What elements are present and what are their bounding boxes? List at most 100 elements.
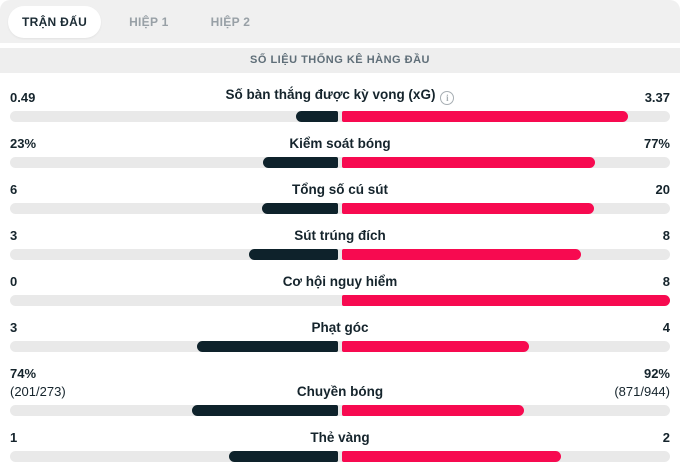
stat-row: 3 Sút trúng đích 8 <box>10 228 670 260</box>
home-value-main: 3 <box>10 228 18 243</box>
stat-row: 23% Kiểm soát bóng 77% <box>10 136 670 168</box>
away-value: 77% <box>598 136 670 151</box>
away-value-main: 2 <box>662 430 670 445</box>
stat-label-wrap: Kiểm soát bóng <box>82 136 598 151</box>
away-bar-segment <box>342 341 530 352</box>
away-bar-segment <box>342 203 595 214</box>
away-bar-segment <box>342 295 670 306</box>
home-value-main: 1 <box>10 430 18 445</box>
stat-bar <box>10 111 670 122</box>
home-value: 74% (201/273) <box>10 366 82 399</box>
home-value-detail: (201/273) <box>10 384 66 399</box>
away-bar-half <box>340 341 670 352</box>
stat-text-line: 0.49 Số bàn thắng được kỳ vọng (xG) i 3.3… <box>10 87 670 105</box>
away-value-main: 92% <box>643 366 670 381</box>
away-bar-half <box>340 249 670 260</box>
stat-bar <box>10 341 670 352</box>
home-bar-half <box>10 203 340 214</box>
away-value-main: 3.37 <box>644 90 670 105</box>
stats-list: 0.49 Số bàn thắng được kỳ vọng (xG) i 3.3… <box>0 87 680 462</box>
home-value: 3 <box>10 320 82 335</box>
stat-text-line: 3 Phạt góc 4 <box>10 320 670 335</box>
stat-label: Sút trúng đích <box>294 228 386 243</box>
stat-bar <box>10 451 670 462</box>
away-value: 8 <box>598 228 670 243</box>
stat-bar <box>10 405 670 416</box>
divider <box>0 43 680 48</box>
home-value-main: 74% <box>10 366 37 381</box>
away-bar-half <box>340 295 670 306</box>
away-value: 92% (871/944) <box>598 366 670 399</box>
home-bar-half <box>10 249 340 260</box>
home-bar-half <box>10 157 340 168</box>
home-value: 3 <box>10 228 82 243</box>
home-value: 0 <box>10 274 82 289</box>
home-value-main: 23% <box>10 136 37 151</box>
stat-bar <box>10 203 670 214</box>
home-bar-segment <box>296 111 338 122</box>
stat-row: 74% (201/273) Chuyền bóng 92% (871/944) <box>10 366 670 416</box>
home-bar-half <box>10 295 340 306</box>
home-bar-half <box>10 111 340 122</box>
home-value-main: 3 <box>10 320 18 335</box>
away-value-main: 4 <box>662 320 670 335</box>
home-bar-segment <box>197 341 338 352</box>
away-value: 20 <box>598 182 670 197</box>
stat-row: 0.49 Số bàn thắng được kỳ vọng (xG) i 3.3… <box>10 87 670 122</box>
home-bar-half <box>10 451 340 462</box>
home-bar-segment <box>262 157 338 168</box>
home-value-main: 0.49 <box>10 90 36 105</box>
tab-first-half[interactable]: HIỆP 1 <box>129 14 169 29</box>
tab-match[interactable]: TRẬN ĐẤU <box>8 5 102 38</box>
away-value-main: 77% <box>643 136 670 151</box>
away-value-main: 20 <box>655 182 670 197</box>
away-value-main: 8 <box>662 274 670 289</box>
stat-row: 1 Thẻ vàng 2 <box>10 430 670 462</box>
home-value: 23% <box>10 136 82 151</box>
stat-text-line: 1 Thẻ vàng 2 <box>10 430 670 445</box>
stat-bar <box>10 157 670 168</box>
stat-text-line: 3 Sút trúng đích 8 <box>10 228 670 243</box>
away-value: 8 <box>598 274 670 289</box>
stat-row: 6 Tổng số cú sút 20 <box>10 182 670 214</box>
stat-label: Kiểm soát bóng <box>289 136 391 151</box>
home-value: 0.49 <box>10 90 82 105</box>
stat-label-wrap: Sút trúng đích <box>82 228 598 243</box>
stat-label-wrap: Tổng số cú sút <box>82 182 598 197</box>
home-bar-half <box>10 405 340 416</box>
stat-bar <box>10 295 670 306</box>
away-bar-half <box>340 111 670 122</box>
info-icon[interactable]: i <box>440 91 455 105</box>
stat-text-line: 6 Tổng số cú sút 20 <box>10 182 670 197</box>
away-bar-segment <box>342 157 595 168</box>
home-bar-half <box>10 341 340 352</box>
section-header-title: SỐ LIỆU THỐNG KÊ HÀNG ĐẦU <box>0 48 680 73</box>
away-value: 3.37 <box>598 90 670 105</box>
away-bar-segment <box>342 451 561 462</box>
away-bar-half <box>340 157 670 168</box>
away-value-detail: (871/944) <box>614 384 670 399</box>
stat-text-line: 23% Kiểm soát bóng 77% <box>10 136 670 151</box>
home-bar-segment <box>248 249 338 260</box>
stat-label: Chuyền bóng <box>296 384 384 399</box>
away-value: 4 <box>598 320 670 335</box>
stat-label: Tổng số cú sút <box>292 182 388 197</box>
home-bar-segment <box>262 203 338 214</box>
stat-label-wrap: Cơ hội nguy hiểm <box>82 274 598 289</box>
stat-bar <box>10 249 670 260</box>
stat-label-wrap: Phạt góc <box>82 320 598 335</box>
away-bar-segment <box>342 249 581 260</box>
stat-text-line: 0 Cơ hội nguy hiểm 8 <box>10 274 670 289</box>
away-bar-half <box>340 203 670 214</box>
home-bar-segment <box>228 451 338 462</box>
stat-row: 0 Cơ hội nguy hiểm 8 <box>10 274 670 306</box>
away-value-main: 8 <box>662 228 670 243</box>
away-bar-half <box>340 405 670 416</box>
stat-label-wrap: Số bàn thắng được kỳ vọng (xG) i <box>82 87 598 105</box>
stat-text-line: 74% (201/273) Chuyền bóng 92% (871/944) <box>10 366 670 399</box>
home-value-main: 6 <box>10 182 18 197</box>
home-value: 1 <box>10 430 82 445</box>
home-value: 6 <box>10 182 82 197</box>
tab-second-half[interactable]: HIỆP 2 <box>210 14 251 29</box>
stat-label: Phạt góc <box>311 320 369 335</box>
